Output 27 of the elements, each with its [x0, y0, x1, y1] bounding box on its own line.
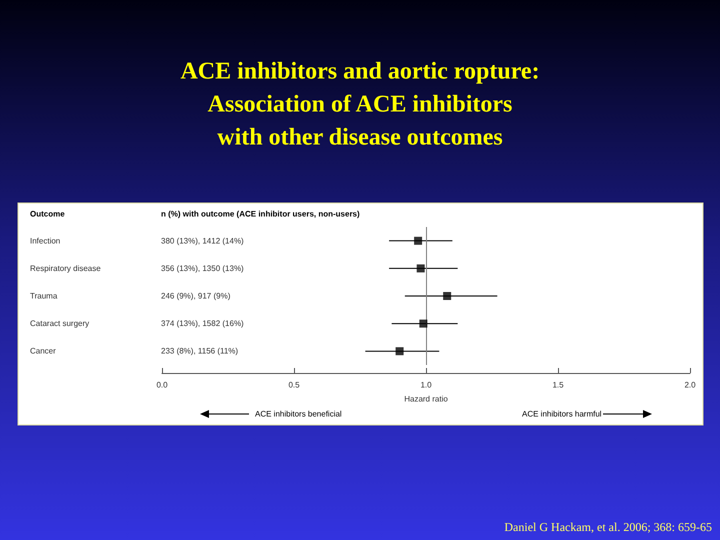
x-tick-label: 2.0: [684, 380, 696, 390]
y-tick-label: Trauma: [30, 292, 58, 300]
x-axis-title: Hazard ratio: [404, 394, 448, 404]
y-tick-label: Cataract surgery: [30, 319, 90, 328]
y-tick-label: Infection: [30, 236, 60, 246]
point: [396, 347, 404, 356]
text: n (%) with outcome (ACE inhibitor users, non-users): [161, 210, 360, 218]
x-tick-label: 1.5: [552, 380, 564, 390]
annotation: 374 (13%), 1582 (16%): [161, 319, 244, 328]
point: [443, 292, 452, 300]
text: ACE inhibitors beneficial: [255, 410, 342, 418]
annotation: 356 (13%), 1350 (13%): [161, 264, 244, 273]
y-axis-title: Outcome: [30, 210, 66, 218]
annotation: 380 (13%), 1412 (14%): [161, 236, 244, 246]
chart-title: ACE inhibitors and aortic ropture: Association of ACE inhibitors with other disease outcomes: [180, 58, 540, 150]
point: [414, 236, 422, 245]
x-tick-label: 0.0: [156, 380, 168, 390]
y-tick-label: Cancer: [30, 346, 56, 356]
x-tick-label: 1.0: [420, 380, 432, 390]
point: [416, 264, 425, 272]
text: Daniel G Hackam, et al. 2006; 368: 659-65: [504, 520, 712, 534]
y-tick-label: Respiratory disease: [30, 264, 102, 273]
x-tick-label: 0.5: [288, 380, 300, 390]
point: [419, 320, 428, 328]
annotation: 233 (8%), 1156 (11%): [161, 346, 238, 356]
annotation: 246 (9%), 917 (9%): [161, 292, 231, 300]
text: ACE inhibitors harmful: [522, 410, 602, 418]
